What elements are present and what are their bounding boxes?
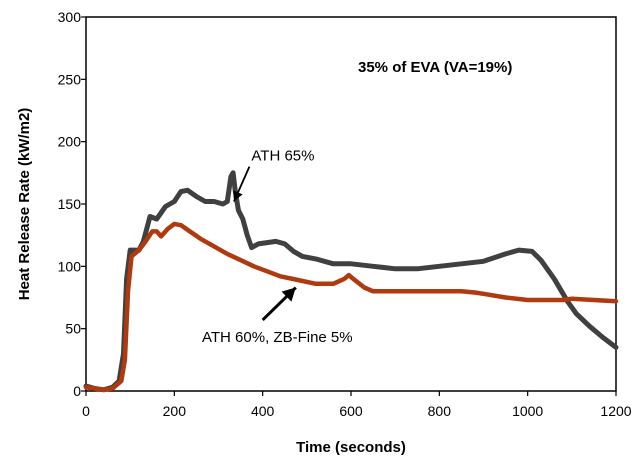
- x-tick-label: 0: [82, 403, 90, 419]
- annotation-arrow-head: [281, 287, 296, 302]
- annotation-ath-65: ATH 65%: [251, 148, 314, 165]
- x-axis-title: Time (seconds): [296, 439, 406, 456]
- y-tick-label: 300: [58, 9, 82, 25]
- y-axis-title: Heat Release Rate (kW/m2): [16, 108, 33, 301]
- y-tick-label: 150: [58, 196, 82, 212]
- series-layer: [83, 170, 619, 393]
- annotation-ath-60-zb: ATH 60%, ZB-Fine 5%: [202, 329, 353, 346]
- annotation-arrows: [233, 166, 297, 322]
- x-tick-label: 800: [428, 403, 452, 419]
- x-tick-label: 1000: [512, 403, 543, 419]
- x-tick-label: 400: [251, 403, 275, 419]
- series-line-ath-65: [83, 170, 619, 393]
- y-tick-label: 200: [58, 134, 82, 150]
- y-tick-label: 250: [58, 71, 82, 87]
- y-tick-label: 50: [65, 321, 81, 337]
- y-tick-label: 0: [73, 383, 81, 399]
- y-tick-label: 100: [58, 258, 82, 274]
- x-tick-label: 600: [339, 403, 363, 419]
- x-axis-ticks: 0 200 400 600 800 1000 1200: [82, 391, 632, 419]
- x-tick-label: 1200: [600, 403, 631, 419]
- chart-annotation-title: 35% of EVA (VA=19%): [358, 59, 512, 76]
- series-line-ath-60-zb: [83, 221, 619, 393]
- annotation-arrow-head: [233, 190, 243, 202]
- y-axis-ticks: 0 50 100 150 200 250 300: [58, 9, 86, 399]
- x-tick-label: 200: [163, 403, 187, 419]
